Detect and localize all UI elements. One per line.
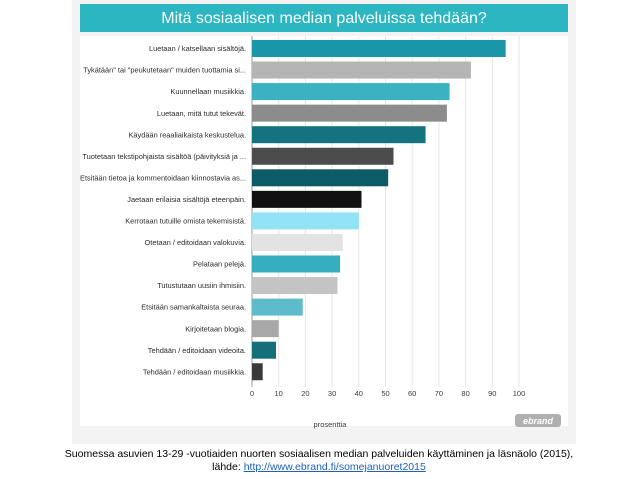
- caption-line: Suomessa asuvien 13-29 -vuotiaiden nuort…: [64, 448, 574, 460]
- bar: [252, 233, 343, 251]
- category-label: Otetaan / editoidaan valokuvia.: [145, 238, 246, 247]
- category-label: Kerrotaan tutuille omista tekemisistä.: [125, 217, 246, 226]
- x-tick-label: 80: [461, 389, 469, 398]
- title-bar: [80, 4, 568, 32]
- source-link[interactable]: http://www.ebrand.fi/somejanuoret2015: [243, 461, 426, 473]
- category-label: Tuotetaan tekstipohjaista sisältöä (päiv…: [82, 152, 246, 161]
- bar: [252, 298, 303, 316]
- x-tick-label: 60: [408, 389, 416, 398]
- x-tick-labels: 0 10 20 30 40 50 60 70 80 90 100: [250, 389, 525, 398]
- bars: [252, 40, 506, 381]
- x-tick-label: 90: [488, 389, 496, 398]
- x-tick-label: 100: [513, 389, 526, 398]
- bar: [252, 147, 394, 165]
- chart-title: Mitä sosiaalisen median palveluissa tehd…: [161, 10, 487, 27]
- category-label: Tykätään" tai "peukutetaan" muiden tuott…: [83, 66, 246, 75]
- bar: [252, 126, 426, 144]
- category-label: Etsitään samankaltaista seuraa.: [141, 303, 246, 312]
- category-label: Etsitään tietoa ja kommentoidaan kiinnos…: [80, 173, 246, 182]
- bar: [252, 40, 506, 57]
- bar: [252, 277, 338, 295]
- logo-text: ebrand: [523, 416, 554, 426]
- x-tick-label: 40: [355, 389, 363, 398]
- caption: Suomessa asuvien 13-29 -vuotiaiden nuort…: [0, 448, 638, 474]
- bar: [252, 169, 389, 187]
- bar: [252, 212, 359, 230]
- category-label: Jaetaan erilaisia sisältöjä eteenpäin.: [127, 195, 246, 204]
- x-tick-label: 20: [301, 389, 309, 398]
- bar: [252, 320, 279, 338]
- caption-source: lähde: http://www.ebrand.fi/somejanuoret…: [0, 461, 638, 474]
- bar: [252, 104, 447, 122]
- bar: [252, 363, 263, 381]
- bar-chart: Mitä sosiaalisen median palveluissa tehd…: [72, 0, 576, 444]
- category-labels: Luetaan / katsellaan sisältöjä. Tykätään"…: [80, 44, 246, 376]
- category-label: Tehdään / editoidaan musiikkia.: [143, 367, 246, 376]
- plot-background: [80, 36, 568, 426]
- x-tick-label: 50: [381, 389, 389, 398]
- category-label: Kuunnellaan musiikkia.: [170, 87, 246, 96]
- bar: [252, 83, 450, 101]
- x-tick-label: 10: [275, 389, 283, 398]
- logo-badge: [515, 414, 561, 427]
- category-label: Luetaan, mitä tutut tekevät.: [157, 109, 246, 118]
- source-prefix: lähde:: [212, 461, 241, 473]
- x-tick-label: 30: [328, 389, 336, 398]
- category-label: Kirjoitetaan blogia.: [185, 324, 246, 333]
- bar: [252, 190, 362, 208]
- x-tick-label: 70: [435, 389, 443, 398]
- category-label: Pelataan pelejä.: [193, 260, 246, 269]
- category-label: Tutustutaan uusiin ihmisiin.: [157, 281, 246, 290]
- bar: [252, 255, 341, 273]
- category-label: Luetaan / katsellaan sisältöjä.: [149, 44, 246, 53]
- ebrand-logo: ebrand: [515, 414, 561, 427]
- bar: [252, 341, 277, 359]
- x-tick-label: 0: [250, 389, 254, 398]
- bar: [252, 61, 471, 79]
- x-axis-label: prosenttia: [314, 420, 348, 429]
- category-label: Tehdään / editoidaan videoita.: [148, 346, 246, 355]
- category-label: Käydään reaaliaikaista keskustelua.: [129, 130, 247, 139]
